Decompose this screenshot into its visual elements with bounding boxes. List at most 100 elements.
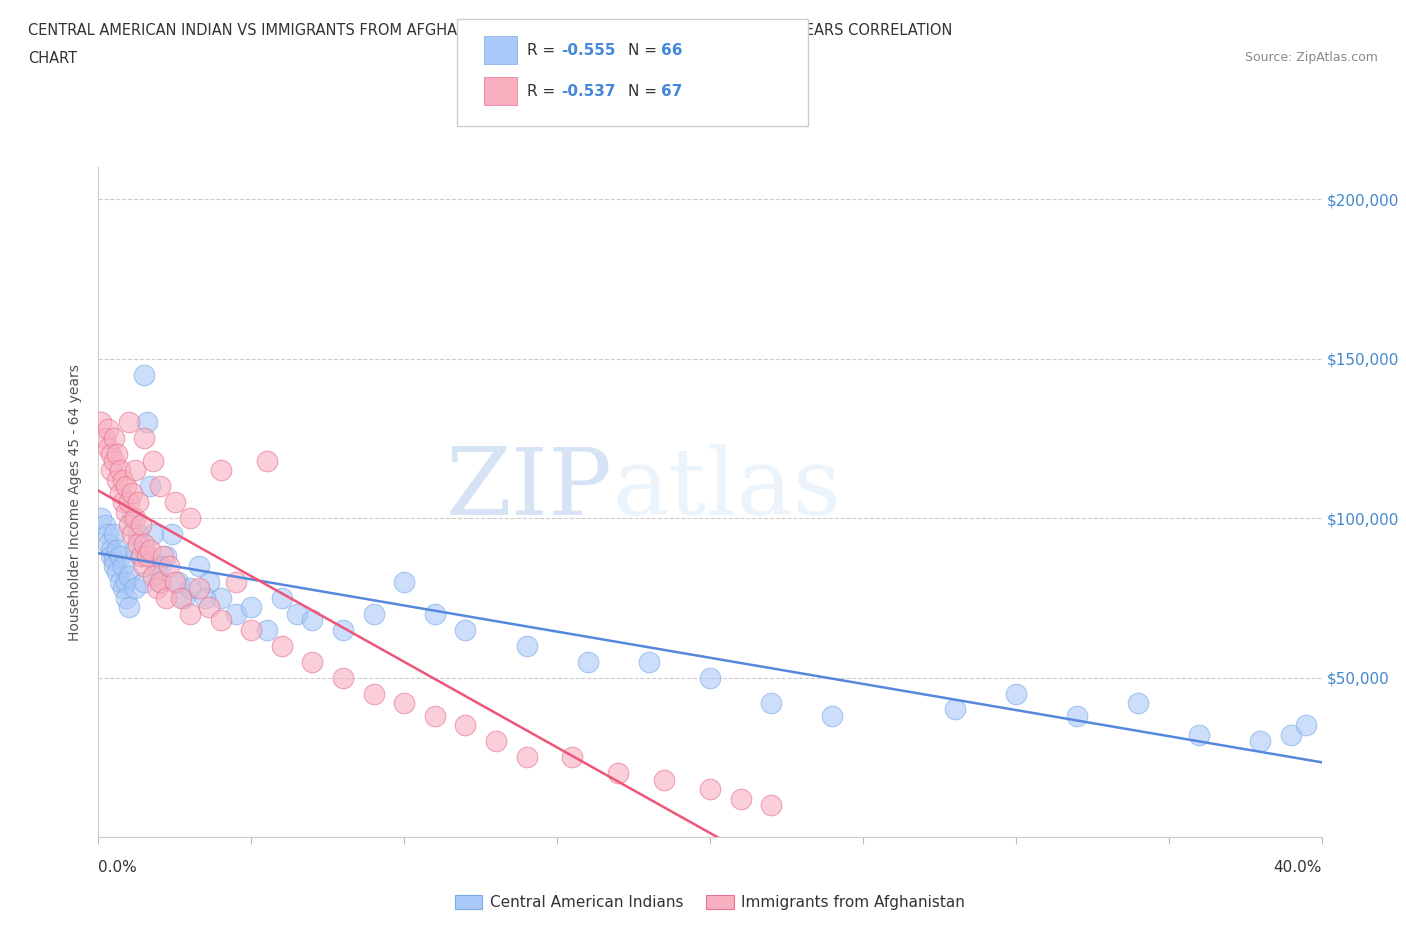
Point — [821, 709, 844, 724]
Point — [179, 581, 201, 596]
Point — [209, 463, 232, 478]
Point — [121, 485, 143, 500]
Point — [301, 613, 323, 628]
Point — [1295, 718, 1317, 733]
Point — [332, 622, 354, 637]
Point — [145, 581, 167, 596]
Point — [699, 671, 721, 685]
Point — [115, 591, 138, 605]
Point — [209, 613, 232, 628]
Text: N =: N = — [628, 84, 662, 99]
Point — [188, 581, 211, 596]
Text: CENTRAL AMERICAN INDIAN VS IMMIGRANTS FROM AFGHANISTAN HOUSEHOLDER INCOME AGES 4: CENTRAL AMERICAN INDIAN VS IMMIGRANTS FR… — [28, 23, 952, 38]
Point — [301, 654, 323, 669]
Point — [121, 511, 143, 525]
Point — [363, 686, 385, 701]
Text: R =: R = — [527, 84, 561, 99]
Point — [142, 526, 165, 541]
Point — [127, 526, 149, 541]
Point — [149, 479, 172, 494]
Point — [100, 463, 122, 478]
Point — [108, 549, 131, 564]
Point — [943, 702, 966, 717]
Point — [90, 415, 112, 430]
Point — [118, 568, 141, 583]
Point — [149, 575, 172, 590]
Point — [240, 600, 263, 615]
Point — [637, 654, 661, 669]
Point — [115, 504, 138, 519]
Point — [225, 606, 247, 621]
Point — [392, 575, 416, 590]
Point — [240, 622, 263, 637]
Text: 67: 67 — [661, 84, 682, 99]
Point — [1188, 727, 1211, 742]
Point — [111, 472, 134, 487]
Point — [103, 431, 125, 445]
Point — [115, 575, 138, 590]
Point — [607, 765, 630, 780]
Point — [136, 415, 159, 430]
Point — [759, 798, 782, 813]
Point — [134, 431, 156, 445]
Text: 0.0%: 0.0% — [98, 860, 138, 875]
Point — [111, 559, 134, 574]
Point — [118, 517, 141, 532]
Point — [1066, 709, 1088, 724]
Point — [127, 495, 149, 510]
Point — [163, 575, 186, 590]
Point — [194, 591, 217, 605]
Text: -0.537: -0.537 — [561, 84, 616, 99]
Point — [454, 718, 477, 733]
Point — [332, 671, 354, 685]
Point — [103, 526, 125, 541]
Point — [170, 591, 193, 605]
Point — [270, 638, 292, 653]
Point — [197, 575, 219, 590]
Point — [454, 622, 477, 637]
Point — [108, 463, 131, 478]
Point — [97, 441, 120, 456]
Point — [179, 606, 201, 621]
Point — [93, 517, 115, 532]
Point — [124, 542, 146, 557]
Text: CHART: CHART — [28, 51, 77, 66]
Point — [163, 495, 186, 510]
Point — [108, 575, 131, 590]
Point — [149, 575, 172, 590]
Point — [188, 559, 211, 574]
Point — [108, 485, 131, 500]
Point — [155, 591, 177, 605]
Text: atlas: atlas — [612, 444, 841, 534]
Text: R =: R = — [527, 43, 561, 58]
Point — [149, 559, 172, 574]
Point — [225, 575, 247, 590]
Text: N =: N = — [628, 43, 662, 58]
Point — [100, 542, 122, 557]
Point — [105, 447, 128, 462]
Point — [759, 696, 782, 711]
Point — [1249, 734, 1271, 749]
Point — [699, 782, 721, 797]
Point — [1128, 696, 1150, 711]
Point — [145, 559, 167, 574]
Point — [97, 537, 120, 551]
Point — [118, 495, 141, 510]
Point — [363, 606, 385, 621]
Point — [124, 511, 146, 525]
Point — [103, 552, 125, 567]
Point — [100, 549, 122, 564]
Point — [173, 591, 195, 605]
Point — [105, 565, 128, 579]
Point — [90, 511, 112, 525]
Point — [270, 591, 292, 605]
Y-axis label: Householder Income Ages 45 - 64 years: Householder Income Ages 45 - 64 years — [69, 364, 83, 641]
Point — [179, 511, 201, 525]
Point — [561, 750, 583, 764]
Point — [423, 606, 446, 621]
Point — [576, 654, 599, 669]
Point — [142, 568, 165, 583]
Point — [167, 575, 190, 590]
Point — [129, 549, 152, 564]
Text: -0.555: -0.555 — [561, 43, 616, 58]
